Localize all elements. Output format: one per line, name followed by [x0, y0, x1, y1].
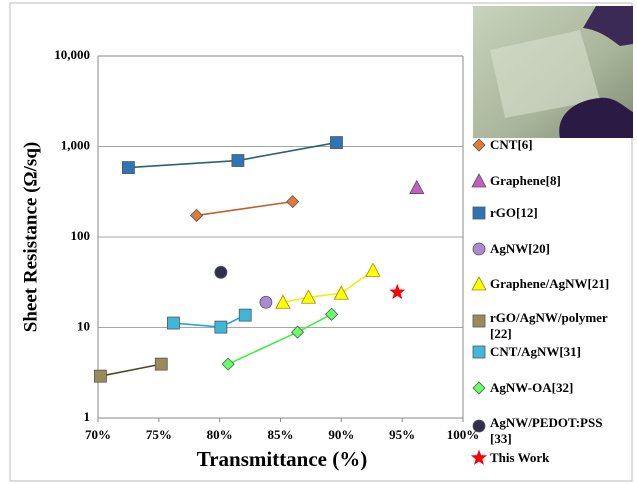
y-axis-label: Sheet Resistance (Ω/sq)	[20, 142, 41, 332]
x-tick-label: 80%	[207, 427, 233, 442]
x-tick-label: 100%	[447, 427, 480, 442]
legend-marker	[472, 419, 486, 433]
marker	[290, 325, 305, 339]
legend-label: CNT[6]	[490, 137, 533, 152]
marker	[409, 179, 425, 194]
trend-line	[282, 269, 374, 304]
y-tick-label: 1	[84, 409, 91, 424]
legend-label: AgNW/PEDOT:PSS [33]	[490, 415, 603, 446]
y-tick-label: 1,000	[61, 137, 90, 152]
trend-line	[227, 313, 332, 365]
legend-marker	[472, 138, 486, 152]
marker	[286, 195, 300, 209]
photo	[473, 6, 633, 138]
marker	[325, 307, 339, 321]
legend-label: rGO/AgNW/polymer [22]	[490, 310, 608, 341]
legend-marker	[472, 345, 486, 359]
legend-label: CNT/AgNW[31]	[490, 344, 581, 359]
legend-marker	[471, 276, 487, 291]
marker	[167, 316, 180, 330]
legend-label: AgNW-OA[32]	[490, 380, 574, 395]
legend-marker	[472, 314, 486, 328]
marker	[259, 295, 273, 309]
marker	[365, 262, 381, 277]
y-tick-label: 100	[71, 228, 91, 243]
x-tick-label: 90%	[328, 427, 354, 442]
legend-label: This Work	[490, 450, 550, 465]
marker	[275, 294, 291, 309]
marker	[214, 320, 228, 334]
x-tick-label: 95%	[389, 427, 415, 442]
y-tick-label: 10,000	[54, 47, 90, 62]
x-tick-label: 85%	[268, 427, 294, 442]
trend-line	[100, 363, 162, 377]
x-axis-label: Transmittance (%)	[197, 447, 368, 471]
legend-marker	[472, 206, 486, 220]
marker	[238, 308, 252, 322]
legend-label: AgNW[20]	[490, 241, 550, 256]
trend-line	[196, 200, 293, 217]
legend-label: rGO[12]	[490, 205, 538, 220]
chart-border	[9, 2, 633, 482]
marker	[300, 289, 317, 304]
marker	[231, 154, 245, 167]
marker	[122, 161, 135, 174]
x-tick-label: 75%	[146, 427, 172, 442]
y-tick-label: 10	[77, 318, 90, 333]
trend-line	[173, 314, 246, 328]
marker	[330, 136, 343, 149]
legend-marker	[472, 242, 486, 256]
legend-marker	[472, 381, 486, 395]
marker	[333, 285, 350, 300]
legend-label: Graphene[8]	[490, 173, 561, 188]
marker	[214, 265, 228, 279]
legend-marker	[471, 173, 487, 188]
marker	[154, 357, 168, 371]
legend-label: Graphene/AgNW[21]	[490, 276, 610, 291]
marker	[94, 369, 107, 383]
legend-marker	[470, 449, 488, 465]
marker	[221, 357, 235, 371]
marker	[189, 208, 204, 223]
x-tick-label: 70%	[85, 427, 111, 442]
marker	[389, 283, 406, 300]
